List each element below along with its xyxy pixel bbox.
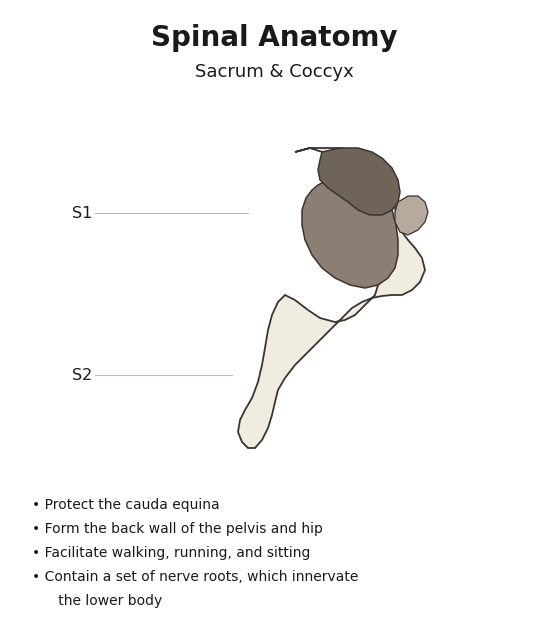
Text: Sacrum & Coccyx: Sacrum & Coccyx: [195, 63, 353, 81]
Polygon shape: [302, 175, 398, 288]
Text: • Form the back wall of the pelvis and hip: • Form the back wall of the pelvis and h…: [32, 522, 323, 536]
Text: • Facilitate walking, running, and sitting: • Facilitate walking, running, and sitti…: [32, 546, 310, 560]
Text: Spinal Anatomy: Spinal Anatomy: [151, 24, 397, 52]
Text: • Contain a set of nerve roots, which innervate: • Contain a set of nerve roots, which in…: [32, 570, 358, 584]
Polygon shape: [238, 148, 425, 448]
Text: • Protect the cauda equina: • Protect the cauda equina: [32, 498, 220, 512]
Text: S2: S2: [72, 367, 92, 382]
Text: the lower body: the lower body: [32, 594, 162, 608]
Text: S1: S1: [72, 205, 93, 220]
Polygon shape: [395, 196, 428, 235]
Polygon shape: [318, 148, 400, 215]
